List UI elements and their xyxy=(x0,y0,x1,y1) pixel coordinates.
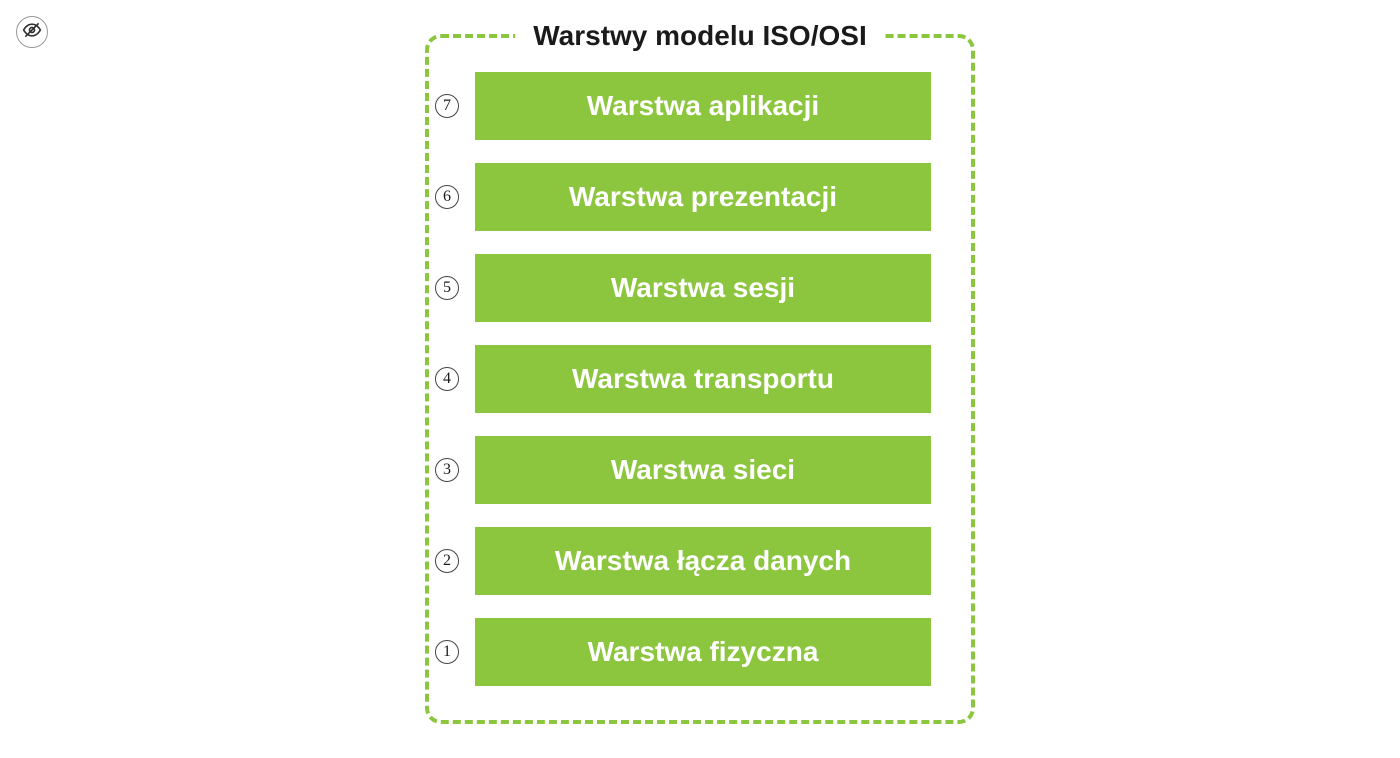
layer-row: 5Warstwa sesji xyxy=(475,254,931,322)
layer-row: 6Warstwa prezentacji xyxy=(475,163,931,231)
layer-number-badge: 6 xyxy=(435,185,459,209)
layer-bar: Warstwa prezentacji xyxy=(475,163,931,231)
layer-bar: Warstwa łącza danych xyxy=(475,527,931,595)
layers-stack: 7Warstwa aplikacji 6Warstwa prezentacji 5W… xyxy=(475,72,931,686)
layer-bar: Warstwa aplikacji xyxy=(475,72,931,140)
diagram-frame: Warstwy modelu ISO/OSI 7Warstwa aplikacj… xyxy=(425,34,975,724)
layer-row: 3Warstwa sieci xyxy=(475,436,931,504)
visibility-toggle-button[interactable] xyxy=(16,16,48,48)
layer-number-badge: 4 xyxy=(435,367,459,391)
diagram-title: Warstwy modelu ISO/OSI xyxy=(515,20,884,52)
layer-row: 1Warstwa fizyczna xyxy=(475,618,931,686)
layer-row: 7Warstwa aplikacji xyxy=(475,72,931,140)
layer-number-badge: 5 xyxy=(435,276,459,300)
layer-number-badge: 1 xyxy=(435,640,459,664)
layer-number-badge: 2 xyxy=(435,549,459,573)
osi-model-diagram: Warstwy modelu ISO/OSI 7Warstwa aplikacj… xyxy=(425,34,975,724)
layer-bar: Warstwa fizyczna xyxy=(475,618,931,686)
layer-row: 2Warstwa łącza danych xyxy=(475,527,931,595)
layer-bar: Warstwa sieci xyxy=(475,436,931,504)
layer-number-badge: 3 xyxy=(435,458,459,482)
layer-number-badge: 7 xyxy=(435,94,459,118)
eye-slash-icon xyxy=(22,20,42,45)
layer-row: 4Warstwa transportu xyxy=(475,345,931,413)
layer-bar: Warstwa sesji xyxy=(475,254,931,322)
layer-bar: Warstwa transportu xyxy=(475,345,931,413)
